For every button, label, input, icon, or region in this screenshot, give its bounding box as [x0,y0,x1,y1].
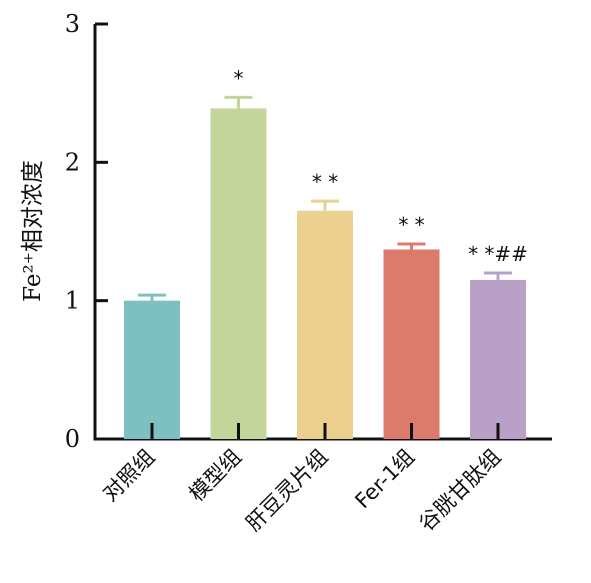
significance-mark: * * [398,213,424,237]
significance-mark: * *## [468,242,528,266]
bar [470,279,526,439]
bars: * * * * * * *## [124,66,528,439]
significance-mark: * * [312,170,338,194]
category-label: Fer-1组 [350,445,419,514]
bar [297,210,353,439]
y-ticks: 0 1 2 3 [65,10,108,453]
category-label: 肝豆灵片组 [241,445,332,536]
y-tick-label: 3 [65,10,80,38]
y-tick-label: 0 [65,425,80,453]
category-label: 对照组 [98,445,160,507]
bar [383,249,440,439]
y-tick-label: 2 [65,148,80,176]
significance-mark: * [234,66,244,90]
bar [210,108,267,439]
y-axis-label: Fe²⁺相对浓度 [20,160,46,302]
bar [124,300,180,439]
category-label: 谷胱甘肽组 [414,445,505,536]
y-tick-label: 1 [65,287,80,315]
category-label: 模型组 [185,445,247,507]
